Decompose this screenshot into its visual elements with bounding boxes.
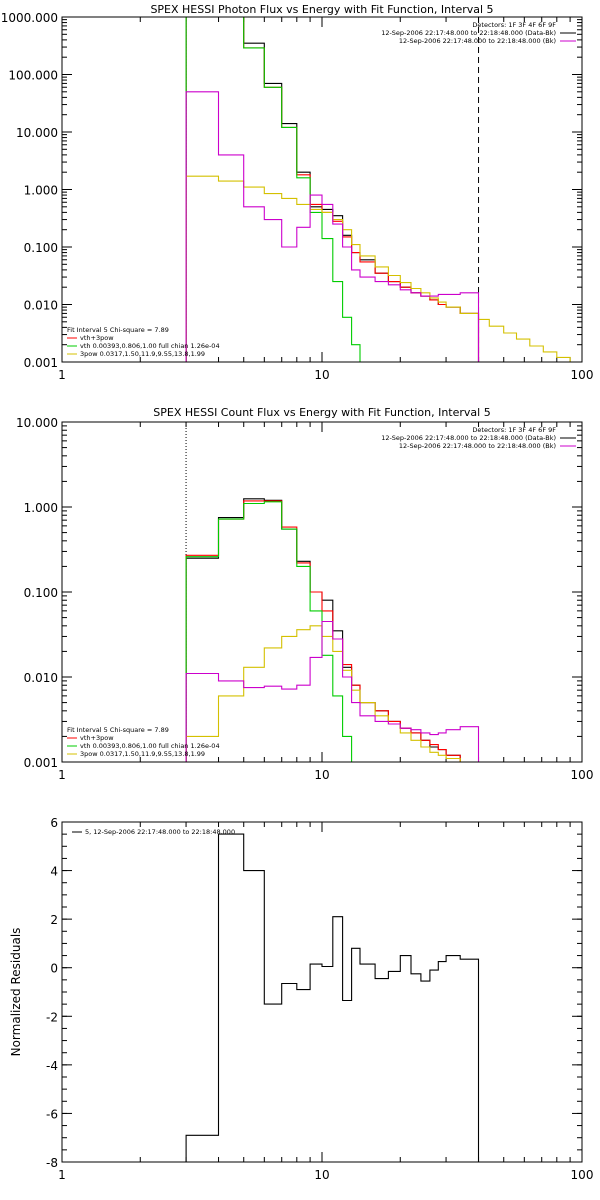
series-line-2 xyxy=(185,17,376,362)
legend-label: 12-Sep-2006 22:17:48.000 to 22:18:48.000… xyxy=(399,37,556,45)
x-tick-label: 1 xyxy=(58,768,66,782)
y-tick-label: 100.000 xyxy=(8,69,58,83)
legend-label: 5, 12-Sep-2006 22:17:48.000 to 22:18:48.… xyxy=(85,828,235,836)
y-tick-label: 0.100 xyxy=(24,241,58,255)
series-line-1 xyxy=(185,500,479,762)
x-tick-label: 1 xyxy=(58,368,66,382)
y-tick-label: 0 xyxy=(50,962,58,976)
plot-frame xyxy=(61,821,583,1163)
x-tick-label: 10 xyxy=(314,768,329,782)
legend-label: Detectors: 1F 3F 4F 6F 9F xyxy=(472,426,556,434)
chart-title: SPEX HESSI Photon Flux vs Energy with Fi… xyxy=(150,3,493,16)
y-tick-label: -2 xyxy=(46,1010,58,1024)
y-tick-label: 2 xyxy=(50,913,58,927)
series-line-0 xyxy=(185,833,480,1162)
legend-label: Fit Interval 5 Chi-square = 7.89 xyxy=(67,326,169,334)
x-tick-label: 100 xyxy=(571,368,594,382)
x-tick-label: 10 xyxy=(314,368,329,382)
legend-label: 3pow 0.0317,1.50,11.9,9.55,13.8,1.99 xyxy=(80,350,205,358)
plot-frame xyxy=(61,16,583,363)
legend-label: vth+3pow xyxy=(80,334,114,342)
y-tick-label: 1.000 xyxy=(24,501,58,515)
x-tick-label: 1 xyxy=(58,1168,66,1182)
plot-frame xyxy=(61,421,583,763)
y-tick-label: 10.000 xyxy=(16,416,58,430)
y-tick-label: -8 xyxy=(46,1156,58,1170)
y-tick-label: 6 xyxy=(50,816,58,830)
y-tick-label: 1000.000 xyxy=(1,11,58,25)
x-tick-label: 10 xyxy=(314,1168,329,1182)
series-line-3 xyxy=(185,175,582,362)
series-line-4 xyxy=(185,620,480,762)
legend-label: vth+3pow xyxy=(80,734,114,742)
series-line-0 xyxy=(185,17,480,362)
x-tick-label: 100 xyxy=(571,1168,594,1182)
series-line-4 xyxy=(185,91,480,362)
photon-flux-panel: SPEX HESSI Photon Flux vs Energy with Fi… xyxy=(1,3,594,382)
series-line-1 xyxy=(185,17,480,362)
y-tick-label: -4 xyxy=(46,1059,58,1073)
count-flux-panel: SPEX HESSI Count Flux vs Energy with Fit… xyxy=(16,406,593,782)
legend-label: Detectors: 1F 3F 4F 6F 9F xyxy=(472,21,556,29)
y-tick-label: 1.000 xyxy=(24,184,58,198)
residuals-panel: Normalized Residuals 1 10 100 -8 -6 -4 -2 0 2 4 6 5,… xyxy=(9,816,593,1182)
y-tick-label: 0.001 xyxy=(24,756,58,770)
y-tick-label: 0.001 xyxy=(24,356,58,370)
y-tick-label: 0.010 xyxy=(24,299,58,313)
y-tick-label: 4 xyxy=(50,865,58,879)
y-tick-label: 0.010 xyxy=(24,671,58,685)
y-tick-label: 10.000 xyxy=(16,126,58,140)
legend-label: 12-Sep-2006 22:17:48.000 to 22:18:48.000… xyxy=(381,29,556,37)
x-tick-label: 100 xyxy=(571,768,594,782)
y-axis-label: Normalized Residuals xyxy=(9,928,23,1057)
chart-title: SPEX HESSI Count Flux vs Energy with Fit… xyxy=(153,406,490,419)
y-tick-label: 0.100 xyxy=(24,586,58,600)
series-line-2 xyxy=(185,501,360,762)
y-tick-label: -6 xyxy=(46,1107,58,1121)
legend-label: 12-Sep-2006 22:17:48.000 to 22:18:48.000… xyxy=(381,434,556,442)
legend-label: vth 0.00393,0.806,1.00 full chian 1.26e-… xyxy=(80,742,220,750)
legend-label: Fit Interval 5 Chi-square = 7.89 xyxy=(67,726,169,734)
legend-label: vth 0.00393,0.806,1.00 full chian 1.26e-… xyxy=(80,342,220,350)
legend-label: 12-Sep-2006 22:17:48.000 to 22:18:48.000… xyxy=(399,442,556,450)
legend-label: 3pow 0.0317,1.50,11.9,9.55,13.8,1.99 xyxy=(80,750,205,758)
